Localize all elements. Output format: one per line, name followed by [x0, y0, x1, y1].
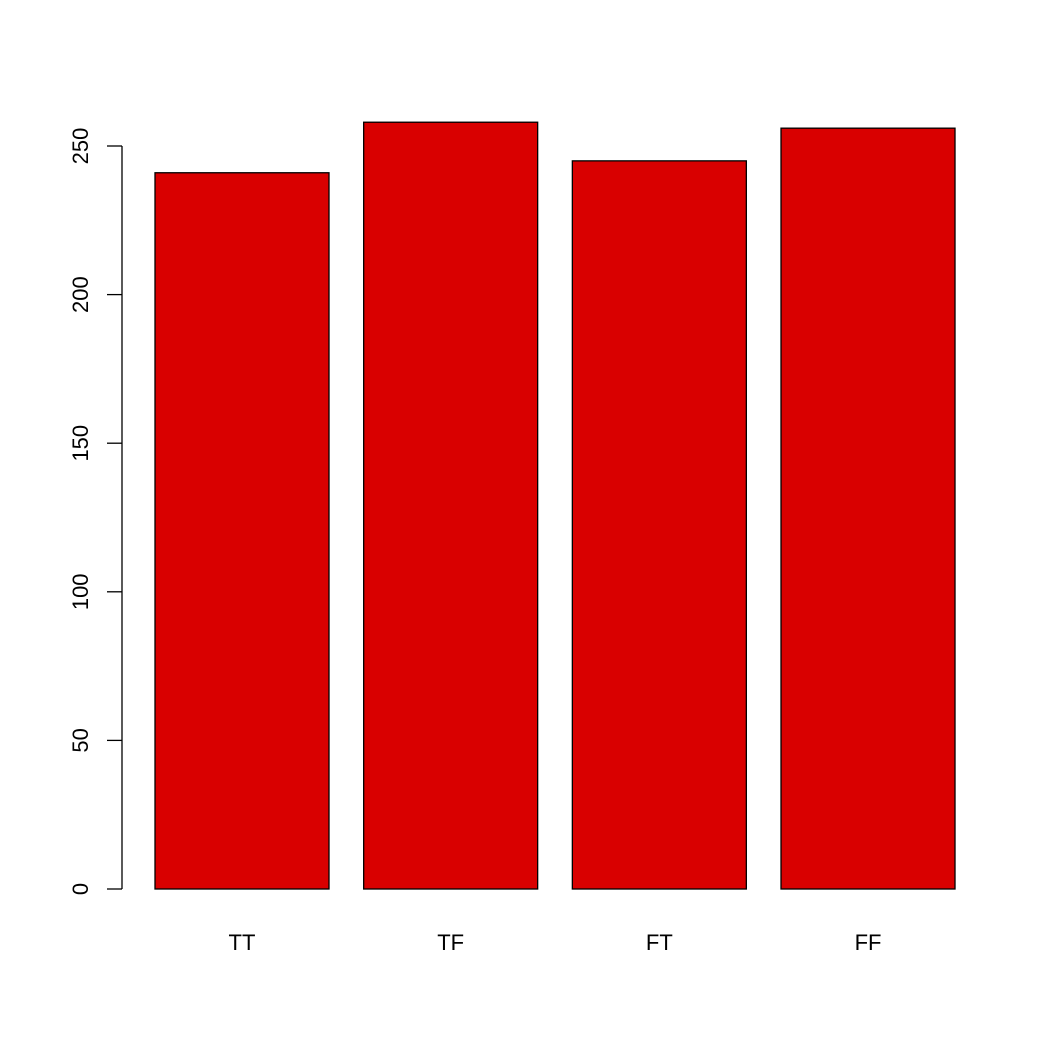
y-tick-label-250: 250	[68, 128, 93, 165]
bar-ff	[780, 127, 956, 890]
y-tick-label-0: 0	[68, 883, 93, 895]
bars-group	[154, 121, 956, 890]
x-tick-label-ff: FF	[855, 930, 882, 955]
y-axis: 0 50 100 150 200 250	[68, 128, 123, 895]
x-tick-label-tt: TT	[229, 930, 256, 955]
y-tick-label-100: 100	[68, 573, 93, 610]
y-tick-label-150: 150	[68, 425, 93, 462]
x-tick-label-ft: FT	[646, 930, 673, 955]
x-axis-labels: TT TF FT FF	[229, 930, 882, 955]
bar-ft	[571, 160, 747, 890]
bar-tt	[154, 172, 330, 890]
x-tick-label-tf: TF	[437, 930, 464, 955]
y-tick-label-200: 200	[68, 276, 93, 313]
bar-tf	[363, 121, 539, 890]
y-tick-label-50: 50	[68, 728, 93, 752]
